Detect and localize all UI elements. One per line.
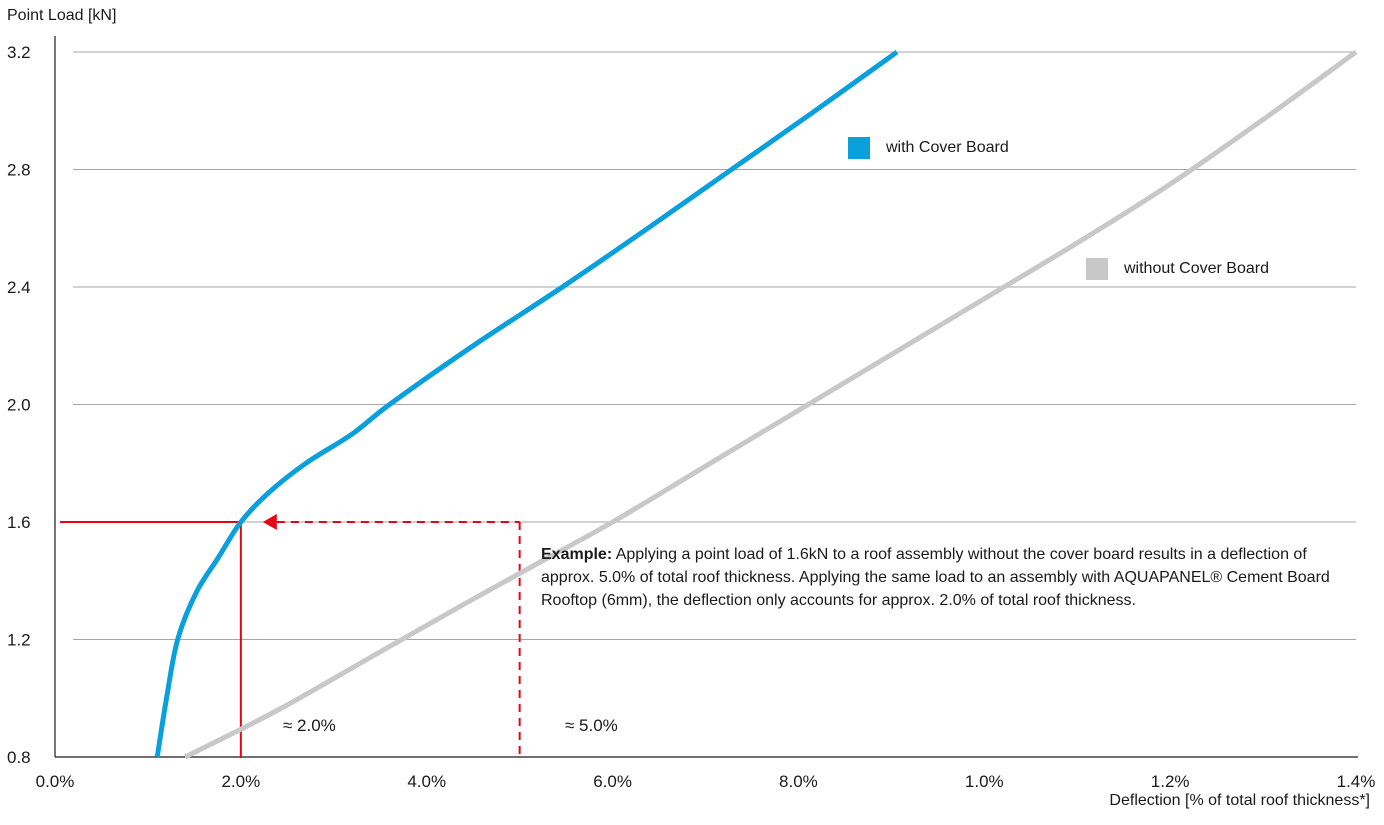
- y-tick-label: 2.0: [7, 396, 31, 415]
- y-tick-label: 0.8: [7, 748, 31, 767]
- legend-without-cover-board: without Cover Board: [1086, 258, 1269, 280]
- x-tick-label: 6.0%: [593, 772, 632, 791]
- x-axis-label: Deflection [% of total roof thickness*]: [1109, 792, 1370, 809]
- x-tick-label: 0.0%: [36, 772, 75, 791]
- y-tick-label: 2.8: [7, 161, 31, 180]
- legend-swatch-without: [1086, 258, 1108, 280]
- y-tick-label: 3.2: [7, 43, 31, 62]
- legend-label-without: without Cover Board: [1124, 260, 1269, 277]
- ref-arrow-head: [262, 514, 277, 530]
- example-note-text: Applying a point load of 1.6kN to a roof…: [541, 546, 1330, 609]
- x-tick-label: 1.2%: [1151, 772, 1190, 791]
- series-line-with-cover-board: [154, 49, 899, 758]
- axes: [54, 36, 1358, 758]
- legend-label-with: with Cover Board: [886, 139, 1009, 156]
- legend-with-cover-board: with Cover Board: [848, 137, 1009, 159]
- example-note-bold: Example:: [541, 546, 613, 563]
- example-note: Example: Applying a point load of 1.6kN …: [541, 543, 1353, 612]
- y-axis-label: Point Load [kN]: [7, 7, 117, 24]
- y-tick-label: 1.6: [7, 513, 31, 532]
- y-tick-labels: 0.8 1.2 1.6 2.0 2.4 2.8 3.2: [7, 43, 31, 767]
- grid-lines: [73, 51, 1356, 640]
- legend-swatch-with: [848, 137, 870, 159]
- x-tick-label: 4.0%: [407, 772, 446, 791]
- x-tick-label: 1.0%: [965, 772, 1004, 791]
- reference-lines: [60, 514, 521, 758]
- y-tick-label: 1.2: [7, 631, 31, 650]
- annotation-without-value: ≈ 5.0%: [565, 716, 618, 735]
- annotation-with-value: ≈ 2.0%: [283, 716, 336, 735]
- x-tick-label: 1.4%: [1337, 772, 1376, 791]
- x-tick-label: 2.0%: [221, 772, 260, 791]
- series-line-without-cover-board: [183, 49, 1358, 760]
- y-tick-label: 2.4: [7, 278, 31, 297]
- x-tick-label: 8.0%: [779, 772, 818, 791]
- x-tick-labels: 0.0% 2.0% 4.0% 6.0% 8.0% 1.0% 1.2% 1.4%: [36, 772, 1376, 791]
- series-lines: [154, 49, 1358, 760]
